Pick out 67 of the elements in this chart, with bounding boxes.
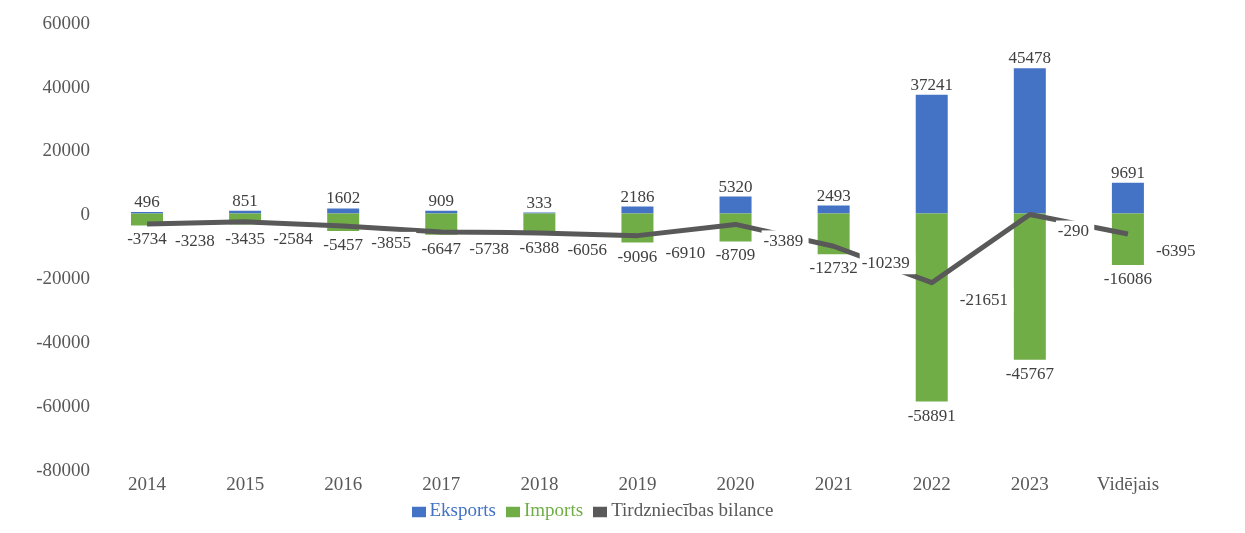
data-label: 5320 (718, 176, 753, 196)
data-label: -10239 (861, 253, 910, 273)
bar (1013, 213, 1046, 360)
data-label: 37241 (910, 74, 953, 94)
data-label: 2186 (620, 186, 655, 206)
data-label: -290 (1057, 221, 1090, 241)
y-tick-label: 40000 (42, 75, 90, 97)
bar (817, 205, 850, 214)
x-tick-label: 2015 (226, 473, 265, 495)
y-tick-label: 60000 (42, 11, 90, 33)
legend-label: Tirdzniecības bilance (611, 499, 774, 520)
data-label: -6647 (421, 238, 462, 258)
bar (1013, 68, 1046, 214)
data-label: -3238 (175, 230, 215, 250)
data-label: -3435 (225, 228, 265, 248)
y-tick-label: -40000 (36, 331, 90, 353)
data-label: -5738 (469, 238, 509, 258)
x-tick-label: 2020 (716, 473, 755, 495)
y-tick-label: -60000 (36, 394, 90, 416)
x-tick-label: 2017 (422, 473, 461, 495)
x-tick-label: 2023 (1010, 473, 1049, 495)
x-tick-label: 2016 (324, 473, 363, 495)
legend-label: Imports (524, 499, 584, 520)
data-label: -2584 (273, 228, 314, 248)
bar (229, 210, 262, 214)
data-label: 9691 (1110, 162, 1145, 182)
data-label: -3389 (763, 231, 804, 251)
bar (915, 213, 948, 402)
x-tick-label: 2021 (814, 473, 853, 495)
y-tick-label: 0 (80, 203, 90, 225)
x-tick-label: 2022 (912, 473, 951, 495)
x-tick-label: 2019 (618, 473, 657, 495)
bar (915, 94, 948, 214)
legend-label: Eksports (429, 499, 497, 520)
bar (719, 196, 752, 214)
data-label: -6910 (665, 242, 706, 262)
bar (1111, 182, 1144, 214)
x-tick-label: 2018 (520, 473, 559, 495)
data-label: -6056 (567, 239, 608, 259)
data-label: -58891 (907, 405, 956, 425)
data-label: -9096 (617, 246, 658, 266)
bar (1111, 213, 1144, 265)
data-label: -45767 (1005, 363, 1055, 383)
data-label: 2493 (816, 185, 851, 205)
data-label: -21651 (959, 289, 1008, 309)
data-label: 45478 (1008, 48, 1052, 68)
x-tick-label: 2014 (128, 473, 167, 495)
bar (621, 206, 654, 214)
data-label: -3855 (371, 232, 411, 252)
data-label: -5457 (323, 234, 364, 254)
bar (327, 208, 360, 214)
data-label: -6395 (1155, 240, 1196, 260)
y-tick-label: 20000 (42, 139, 90, 161)
data-label: 1602 (326, 188, 361, 208)
data-label: 333 (526, 192, 553, 212)
data-label: -6388 (519, 237, 560, 257)
data-label: 496 (134, 191, 160, 211)
data-label: 909 (428, 190, 455, 210)
y-tick-label: -20000 (36, 267, 90, 289)
data-label: -12732 (809, 258, 858, 278)
data-label: -3734 (127, 229, 168, 249)
data-label: 851 (232, 190, 258, 210)
x-tick-label: Vidējais (1096, 473, 1160, 495)
bar (425, 210, 458, 214)
data-label: -16086 (1103, 268, 1152, 288)
data-label: -8709 (715, 245, 756, 265)
y-tick-label: -80000 (36, 458, 90, 480)
